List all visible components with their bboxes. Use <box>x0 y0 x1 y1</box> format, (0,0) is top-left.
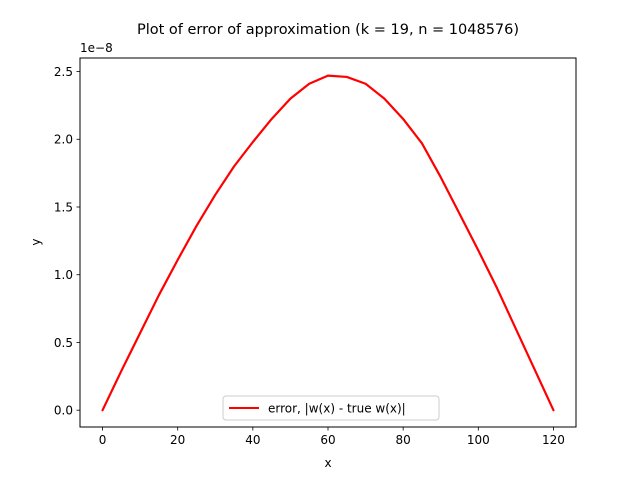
x-tick-label: 80 <box>396 433 411 447</box>
x-tick-label: 120 <box>542 433 565 447</box>
legend-label: error, |w(x) - true w(x)| <box>268 402 406 416</box>
chart-title: Plot of error of approximation (k = 19, … <box>137 22 519 38</box>
x-axis-label: x <box>324 456 331 470</box>
series-line-error <box>101 74 555 412</box>
y-axis-label: y <box>29 238 43 245</box>
y-tick-label: 0.0 <box>54 404 73 418</box>
y-axis-ticks: 0.0 0.5 1.0 1.5 2.0 2.5 <box>54 65 80 418</box>
series-layer <box>101 74 555 412</box>
y-tick-label: 0.5 <box>54 336 73 350</box>
y-tick-label: 1.0 <box>54 268 73 282</box>
x-tick-label: 100 <box>467 433 490 447</box>
x-axis-ticks: 0 20 40 60 80 100 120 <box>99 427 565 447</box>
y-tick-label: 2.5 <box>54 65 73 79</box>
x-tick-label: 60 <box>320 433 335 447</box>
plot-frame <box>79 57 577 428</box>
x-tick-label: 20 <box>170 433 185 447</box>
y-tick-label: 2.0 <box>54 133 73 147</box>
legend-box <box>222 395 440 421</box>
x-tick-label: 40 <box>245 433 260 447</box>
y-axis-offset-text: 1e−8 <box>80 41 113 55</box>
y-tick-label: 1.5 <box>54 200 73 214</box>
legend: error, |w(x) - true w(x)| <box>222 395 440 421</box>
x-tick-label: 0 <box>99 433 107 447</box>
